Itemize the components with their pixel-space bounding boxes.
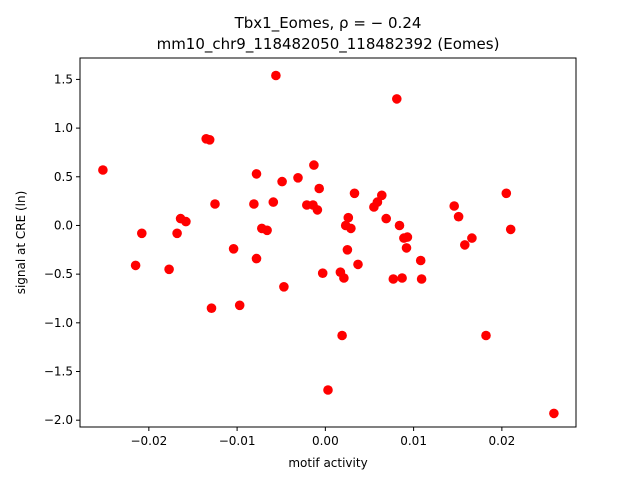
data-point-59 <box>549 408 559 419</box>
data-point-52 <box>449 201 460 211</box>
data-point-11 <box>228 244 239 254</box>
data-point-27 <box>314 183 325 194</box>
data-point-34 <box>342 245 353 255</box>
y-axis-ticks: −2.0 −1.5 −1.0 −0.5 0.0 0.5 1.0 1.5 <box>44 72 80 427</box>
data-point-46 <box>397 273 407 283</box>
plot-area <box>80 58 576 427</box>
data-point-44 <box>392 94 402 104</box>
data-point-49 <box>401 243 412 253</box>
data-point-9 <box>206 303 217 314</box>
data-point-4 <box>172 228 182 239</box>
y-axis-label: signal at CRE (ln) <box>14 191 28 295</box>
data-point-18 <box>268 197 279 207</box>
data-point-51 <box>416 274 427 284</box>
data-point-48 <box>402 232 413 242</box>
data-point-15 <box>251 253 262 264</box>
data-point-54 <box>460 240 470 250</box>
data-point-56 <box>481 330 491 341</box>
data-point-29 <box>323 385 333 395</box>
data-point-10 <box>210 199 220 209</box>
x-axis-ticks: −0.02 −0.01 0.00 0.01 0.02 <box>130 427 515 448</box>
data-point-12 <box>234 300 245 311</box>
data-point-20 <box>277 176 287 187</box>
data-point-22 <box>293 173 303 183</box>
data-point-43 <box>388 274 399 284</box>
chart-title-line-1: Tbx1_Eomes, ρ = − 0.24 <box>234 14 422 33</box>
data-point-2 <box>137 228 147 239</box>
data-point-53 <box>453 211 464 222</box>
chart-title-line-2: mm10_chr9_118482050_118482392 (Eomes) <box>157 35 500 54</box>
x-tick-label: 0.00 <box>312 434 339 448</box>
data-point-14 <box>251 169 262 179</box>
x-tick-label: −0.01 <box>219 434 256 448</box>
data-point-31 <box>337 330 347 341</box>
data-point-37 <box>349 188 360 199</box>
y-tick-label: −1.0 <box>44 316 73 330</box>
data-point-25 <box>309 160 319 170</box>
data-point-21 <box>279 282 289 292</box>
x-axis-label: motif activity <box>288 456 367 470</box>
data-point-6 <box>181 216 191 227</box>
data-point-55 <box>467 233 477 243</box>
data-point-50 <box>415 255 426 266</box>
data-point-36 <box>346 223 356 234</box>
data-point-3 <box>164 264 174 275</box>
y-tick-label: −1.5 <box>44 365 73 379</box>
data-point-41 <box>377 190 387 201</box>
data-point-1 <box>130 260 141 271</box>
data-point-17 <box>262 225 272 236</box>
data-point-26 <box>312 205 323 215</box>
data-point-57 <box>501 188 512 199</box>
data-point-28 <box>317 268 328 279</box>
x-tick-label: 0.01 <box>400 434 427 448</box>
data-point-40 <box>372 197 383 207</box>
y-tick-label: 1.0 <box>54 121 73 135</box>
data-point-19 <box>271 70 281 81</box>
data-point-13 <box>249 199 259 209</box>
y-tick-label: 1.5 <box>54 72 73 86</box>
data-point-42 <box>381 213 392 224</box>
data-point-58 <box>505 224 516 235</box>
data-point-0 <box>98 165 108 175</box>
y-tick-label: −0.5 <box>44 267 73 281</box>
x-tick-label: 0.02 <box>489 434 516 448</box>
x-tick-label: −0.02 <box>130 434 167 448</box>
y-tick-label: 0.0 <box>54 218 73 232</box>
data-points <box>98 70 559 419</box>
data-point-32 <box>339 273 349 283</box>
data-point-45 <box>394 220 405 231</box>
data-point-38 <box>353 259 363 270</box>
y-tick-label: 0.5 <box>54 170 73 184</box>
data-point-35 <box>343 212 354 223</box>
y-tick-label: −2.0 <box>44 413 73 427</box>
data-point-8 <box>204 135 215 145</box>
plot-frame <box>79 57 577 428</box>
